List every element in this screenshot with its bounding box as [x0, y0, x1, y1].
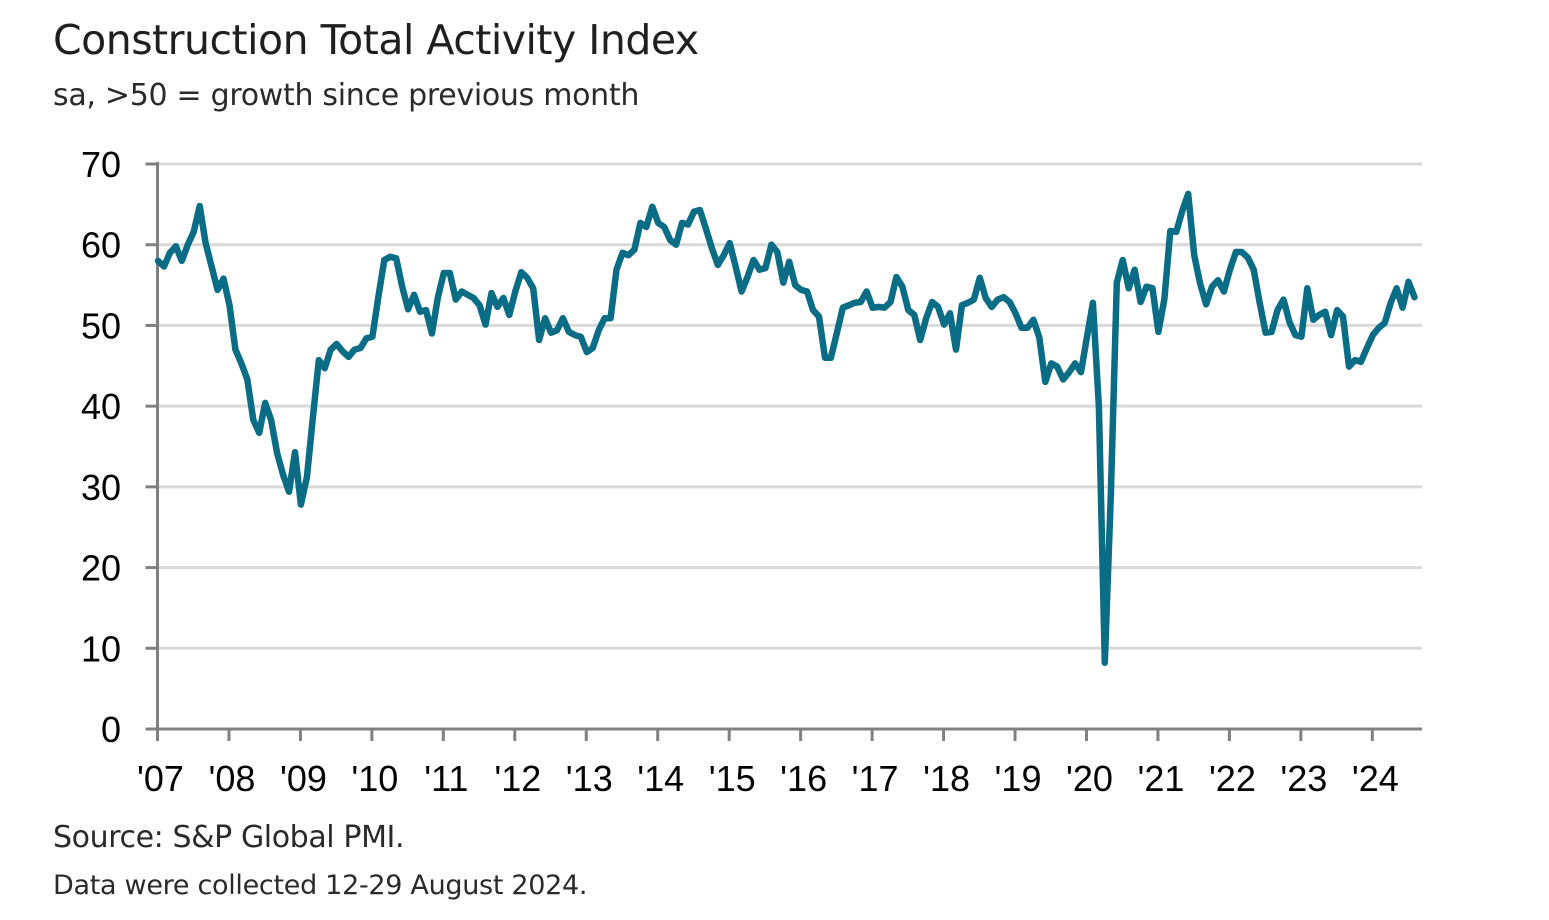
x-tick-label: '24	[1352, 758, 1399, 799]
x-tick-label: '07	[137, 758, 184, 799]
y-tick-label: 50	[81, 305, 121, 346]
y-tick-label: 0	[101, 709, 121, 750]
chart-title: Construction Total Activity Index	[53, 16, 699, 64]
y-tick-label: 10	[81, 628, 121, 669]
series-group	[154, 190, 1418, 667]
x-tick-label: '11	[424, 758, 468, 799]
y-tick-label: 40	[81, 386, 121, 427]
series-line-0	[154, 190, 1418, 667]
axes	[145, 162, 1422, 741]
collection-note: Data were collected 12-29 August 2024.	[53, 870, 588, 901]
x-tick-label: '20	[1066, 758, 1113, 799]
x-tick-labels: '07 '08 '09 '10 '11 '12 '13 '14 '15 '16 '17 '18 '19 '…	[137, 758, 1399, 799]
source-note: Source: S&P Global PMI.	[53, 820, 405, 855]
y-tick-label: 30	[81, 467, 121, 508]
x-tick-label: '14	[637, 758, 684, 799]
chart-subtitle: sa, >50 = growth since previous month	[53, 78, 640, 113]
y-tick-label: 70	[81, 144, 121, 185]
x-tick-label: '13	[566, 758, 613, 799]
x-tick-label: '16	[780, 758, 827, 799]
x-tick-label: '23	[1280, 758, 1327, 799]
x-tick-label: '09	[280, 758, 327, 799]
y-tick-labels: 0 10 20 30 40 50 60 70	[81, 144, 121, 750]
x-tick-label: '22	[1209, 758, 1256, 799]
x-tick-label: '15	[709, 758, 756, 799]
x-tick-label: '21	[1137, 758, 1184, 799]
x-tick-label: '19	[995, 758, 1042, 799]
gridlines	[157, 162, 1422, 650]
x-tick-label: '12	[494, 758, 541, 799]
x-tick-label: '17	[852, 758, 899, 799]
y-tick-label: 20	[81, 548, 121, 589]
x-tick-label: '18	[923, 758, 970, 799]
x-tick-label: '08	[208, 758, 255, 799]
x-tick-label: '10	[351, 758, 398, 799]
y-tick-label: 60	[81, 225, 121, 266]
